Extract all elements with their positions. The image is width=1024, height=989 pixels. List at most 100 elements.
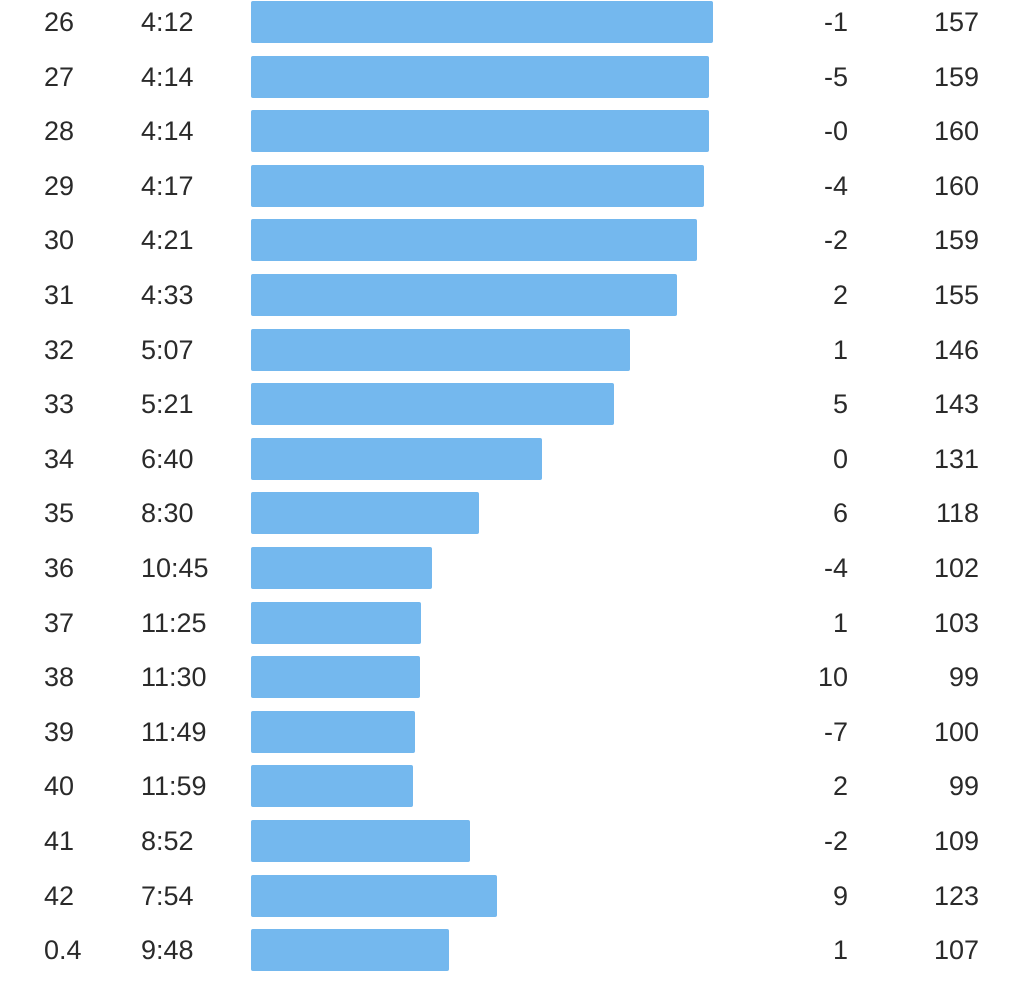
split-row-26: 26 4:12 -1 157 (0, 0, 1024, 44)
split-row-37: 37 11:25 1 103 (0, 601, 1024, 645)
pace-bar-track (251, 764, 721, 808)
split-row-38: 38 11:30 10 99 (0, 655, 1024, 699)
split-row-27: 27 4:14 -5 159 (0, 55, 1024, 99)
pace-bar-track (251, 218, 721, 262)
km-label: 31 (44, 280, 75, 310)
km-label: 0.4 (44, 935, 82, 966)
elevation-label: 5 (832, 389, 848, 420)
pace-bar (251, 656, 420, 699)
km-label: 34 (44, 443, 75, 474)
pace-bar (251, 383, 614, 426)
km-label: 41 (44, 826, 75, 856)
pace-bar-track (251, 928, 721, 972)
elevation-label: -0 (823, 116, 848, 147)
elevation-label: 6 (832, 498, 848, 529)
pace-bar-track (251, 491, 721, 535)
km-label: 32 (44, 334, 75, 365)
heart-rate-label: 123 (933, 880, 979, 911)
elevation-label: 2 (832, 771, 848, 802)
elevation-label: -1 (823, 7, 848, 37)
pace-bar-track (251, 109, 721, 153)
pace-bar-track (251, 328, 721, 372)
pace-label: 4:17 (141, 170, 194, 201)
heart-rate-label: 102 (933, 553, 979, 583)
split-row-42: 42 7:54 9 123 (0, 874, 1024, 918)
pace-bar-track (251, 0, 721, 44)
heart-rate-label: 99 (948, 662, 979, 693)
elevation-label: 0 (832, 443, 848, 474)
pace-bar-track (251, 601, 721, 645)
split-row-0.4: 0.4 9:48 1 107 (0, 928, 1024, 972)
km-label: 29 (44, 170, 75, 201)
elevation-label: -2 (823, 225, 848, 256)
heart-rate-label: 157 (933, 7, 979, 37)
pace-label: 6:40 (141, 443, 194, 474)
km-label: 39 (44, 716, 75, 747)
km-label: 30 (44, 225, 75, 256)
pace-label: 11:25 (141, 607, 207, 638)
pace-bar (251, 765, 413, 808)
pace-bar (251, 492, 480, 535)
pace-label: 4:14 (141, 116, 194, 147)
heart-rate-label: 159 (933, 61, 979, 92)
split-row-31: 31 4:33 2 155 (0, 273, 1024, 317)
pace-label: 10:45 (141, 553, 209, 583)
heart-rate-label: 160 (933, 170, 979, 201)
pace-label: 4:14 (141, 61, 194, 92)
heart-rate-label: 118 (935, 498, 979, 529)
heart-rate-label: 100 (933, 716, 979, 747)
pace-label: 8:52 (141, 826, 194, 856)
km-label: 38 (44, 662, 75, 693)
km-label: 28 (44, 116, 75, 147)
heart-rate-label: 160 (933, 116, 979, 147)
pace-bar (251, 274, 678, 316)
pace-label: 11:59 (141, 771, 207, 802)
pace-bar-track (251, 819, 721, 863)
pace-bar-track (251, 55, 721, 99)
split-row-36: 36 10:45 -4 102 (0, 546, 1024, 590)
pace-bar-track (251, 546, 721, 590)
elevation-label: 9 (832, 880, 848, 911)
pace-bar (251, 710, 416, 753)
elevation-label: -7 (823, 716, 848, 747)
pace-label: 9:48 (141, 935, 194, 966)
pace-label: 5:07 (141, 334, 194, 365)
pace-bar (251, 601, 421, 644)
elevation-label: -4 (823, 553, 848, 583)
heart-rate-label: 107 (933, 935, 979, 966)
km-label: 42 (44, 880, 75, 911)
km-label: 40 (44, 771, 75, 802)
heart-rate-label: 131 (933, 443, 979, 474)
heart-rate-label: 146 (933, 334, 979, 365)
split-row-29: 29 4:17 -4 160 (0, 164, 1024, 208)
split-row-39: 39 11:49 -7 100 (0, 710, 1024, 754)
km-label: 33 (44, 389, 75, 420)
elevation-label: 1 (832, 607, 848, 638)
pace-bar-track (251, 273, 721, 317)
pace-bar (251, 874, 497, 917)
heart-rate-label: 99 (948, 771, 979, 802)
pace-bar (251, 164, 704, 207)
elevation-label: 1 (832, 935, 848, 966)
elevation-label: -4 (823, 170, 848, 201)
heart-rate-label: 143 (933, 389, 979, 420)
pace-bar (251, 820, 470, 862)
pace-bar (251, 328, 631, 371)
pace-label: 11:49 (141, 716, 207, 747)
pace-label: 5:21 (141, 389, 194, 420)
pace-bar (251, 437, 543, 480)
elevation-label: -2 (823, 826, 848, 856)
pace-label: 11:30 (141, 662, 207, 693)
elevation-label: 2 (832, 280, 848, 310)
pace-label: 4:12 (141, 7, 194, 37)
elevation-label: 1 (832, 334, 848, 365)
split-row-32: 32 5:07 1 146 (0, 328, 1024, 372)
split-row-34: 34 6:40 0 131 (0, 437, 1024, 481)
heart-rate-label: 103 (933, 607, 979, 638)
split-row-30: 30 4:21 -2 159 (0, 218, 1024, 262)
heart-rate-label: 109 (933, 826, 979, 856)
pace-bar (251, 1, 713, 43)
pace-bar (251, 547, 432, 589)
pace-bar-track (251, 437, 721, 481)
elevation-label: -5 (823, 61, 848, 92)
